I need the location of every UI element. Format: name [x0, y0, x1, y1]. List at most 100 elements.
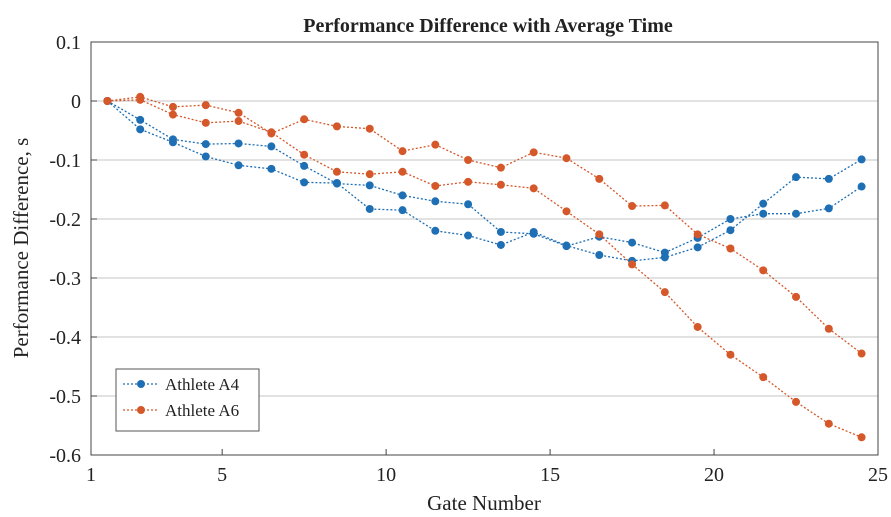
- data-point: [103, 97, 112, 105]
- data-point: [201, 152, 210, 161]
- data-point: [792, 209, 801, 218]
- chart-title: Performance Difference with Average Time: [303, 15, 673, 37]
- data-point: [824, 204, 833, 213]
- y-tick-label: -0.2: [49, 209, 81, 231]
- data-point: [628, 260, 637, 269]
- y-axis-label: Performance Difference, s: [9, 138, 33, 359]
- data-point: [464, 231, 473, 240]
- data-point: [464, 200, 473, 209]
- x-axis-label: Gate Number: [427, 491, 541, 515]
- data-point: [628, 238, 637, 247]
- data-point: [824, 174, 833, 183]
- data-point: [365, 170, 374, 179]
- data-point: [759, 199, 768, 208]
- data-point: [496, 163, 505, 172]
- data-point: [824, 419, 833, 428]
- data-point: [332, 179, 341, 188]
- data-point: [431, 181, 440, 190]
- series-line-4: [107, 99, 862, 438]
- data-point: [857, 155, 866, 164]
- y-tick-label: 0: [71, 91, 81, 113]
- x-tick-label: 1: [86, 464, 96, 486]
- data-point: [759, 266, 768, 275]
- x-tick-label: 15: [540, 464, 560, 486]
- data-point: [398, 167, 407, 176]
- legend: Athlete A4 Athlete A6: [115, 368, 260, 432]
- x-tick-label: 25: [868, 464, 888, 486]
- y-tick-label: -0.4: [49, 327, 81, 349]
- data-point: [168, 102, 177, 111]
- legend-box: [115, 368, 260, 432]
- data-point: [168, 138, 177, 147]
- data-point: [332, 167, 341, 176]
- data-point: [759, 373, 768, 382]
- data-point: [431, 140, 440, 149]
- data-point: [464, 156, 473, 164]
- data-point: [431, 197, 440, 206]
- data-point: [365, 204, 374, 213]
- data-point: [168, 110, 177, 119]
- data-point: [398, 206, 407, 215]
- data-point: [595, 174, 604, 183]
- data-point: [300, 150, 309, 159]
- x-tick-label: 5: [217, 464, 227, 486]
- data-point: [496, 180, 505, 189]
- legend-label: Athlete A4: [165, 375, 240, 394]
- data-point: [660, 288, 669, 297]
- data-point: [824, 324, 833, 333]
- data-point: [726, 215, 735, 223]
- data-point: [693, 322, 702, 331]
- legend-marker: [137, 406, 145, 414]
- data-point: [201, 140, 210, 149]
- series-group: [103, 92, 866, 442]
- data-point: [792, 397, 801, 406]
- data-point: [464, 177, 473, 186]
- plot-area: [90, 41, 879, 456]
- data-point: [792, 292, 801, 301]
- data-point: [300, 161, 309, 170]
- data-point: [136, 95, 145, 104]
- y-tick-label: 0.1: [56, 32, 81, 54]
- series-line-1: [107, 100, 862, 254]
- data-point: [300, 115, 309, 124]
- data-point: [267, 142, 276, 151]
- data-point: [529, 184, 538, 193]
- data-point: [726, 244, 735, 253]
- data-point: [300, 178, 309, 187]
- data-point: [234, 108, 243, 117]
- y-tick-label: -0.6: [49, 445, 81, 467]
- data-point: [267, 164, 276, 173]
- data-point: [562, 154, 571, 163]
- data-point: [398, 147, 407, 156]
- data-point: [496, 240, 505, 249]
- data-point: [726, 226, 735, 235]
- data-point: [398, 191, 407, 200]
- data-point: [136, 125, 145, 134]
- data-point: [792, 173, 801, 182]
- data-point: [234, 161, 243, 170]
- data-point: [660, 201, 669, 210]
- data-point: [136, 115, 145, 124]
- data-point: [693, 243, 702, 252]
- series-line-3: [107, 96, 862, 355]
- data-point: [201, 118, 210, 127]
- y-tick-label: -0.1: [49, 150, 81, 172]
- data-point: [562, 241, 571, 250]
- data-point: [267, 128, 276, 137]
- data-point: [857, 349, 866, 358]
- data-point: [693, 230, 702, 239]
- data-point: [857, 433, 866, 442]
- data-point: [201, 101, 210, 110]
- axis-ticks: 0.10-0.1-0.2-0.3-0.4-0.5-0.61 5 10 15 20 25: [49, 32, 888, 486]
- data-point: [365, 181, 374, 190]
- data-point: [529, 148, 538, 157]
- data-point: [628, 202, 637, 211]
- data-point: [431, 226, 440, 235]
- data-point: [595, 250, 604, 259]
- x-tick-label: 20: [704, 464, 724, 486]
- data-point: [759, 209, 768, 218]
- x-tick-label: 10: [376, 464, 396, 486]
- data-point: [595, 230, 604, 239]
